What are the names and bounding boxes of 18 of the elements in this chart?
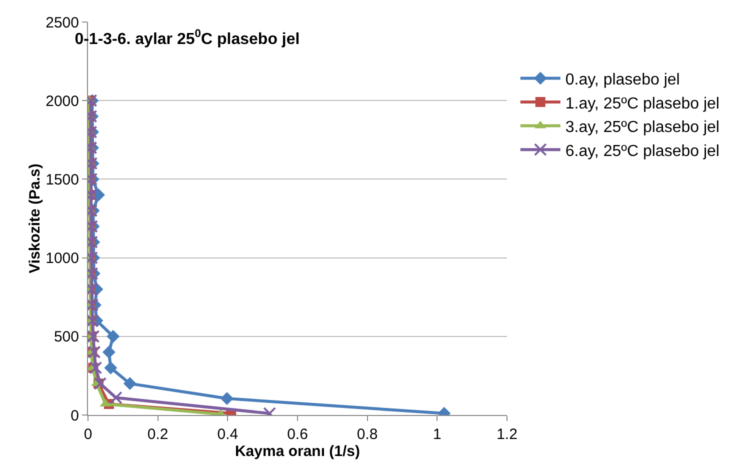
y-tick-label: 500 [54,328,79,346]
x-tick-label: 0.2 [147,426,168,443]
x-tick-label: 1 [433,426,442,443]
legend-label: 6.ay, 25ºC plasebo jel [565,142,720,160]
legend-label: 3.ay, 25ºC plasebo jel [565,119,720,136]
x-tick-label: 0.4 [217,426,238,443]
x-tick-label: 1.2 [496,426,518,443]
y-tick-label: 1500 [46,171,79,188]
x-tick-label: 0 [84,426,92,443]
x-axis-title: Kayma oranı (1/s) [234,443,360,460]
x-tick-label: 0.8 [356,426,378,443]
y-tick-label: 0 [70,407,79,424]
y-axis-title: Viskozite (Pa.s) [26,164,44,274]
legend-label: 0.ay, plasebo jel [565,71,680,88]
y-tick-label: 2000 [46,92,79,110]
x-tick-label: 0.6 [287,426,308,443]
y-tick-label: 1000 [46,250,79,268]
legend-label: 1.ay, 25ºC plasebo jel [565,95,720,112]
